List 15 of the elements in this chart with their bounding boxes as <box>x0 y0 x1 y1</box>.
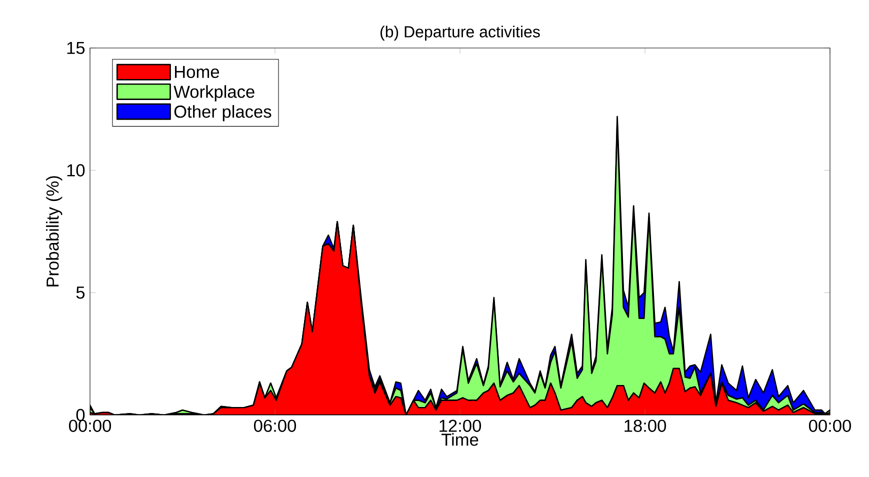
legend-label: Home <box>175 66 220 78</box>
x-tick-label: 06:00 <box>254 420 296 432</box>
y-tick-label: 5 <box>76 286 85 299</box>
y-axis-title: Probability (%) <box>46 176 62 286</box>
y-tick-label: 0 <box>76 408 85 422</box>
x-tick-label: 12:00 <box>440 420 482 432</box>
x-axis-title: Time <box>441 433 478 446</box>
legend-label: Other places <box>174 105 272 122</box>
chart-title: (b) Departure activities <box>380 26 540 41</box>
x-tick-label: 18:00 <box>624 420 666 432</box>
x-tick-label: 00:00 <box>808 420 852 432</box>
legend-label: Workplace <box>174 85 254 102</box>
y-tick-label: 15 <box>67 42 85 54</box>
y-tick-label: 10 <box>67 164 85 176</box>
x-tick-label: 00:00 <box>68 420 112 432</box>
